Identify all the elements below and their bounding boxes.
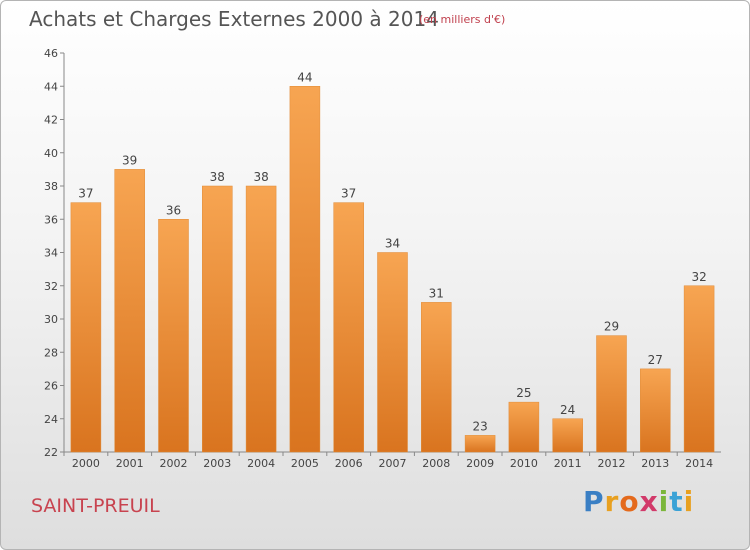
bar — [508, 401, 540, 453]
bar — [202, 185, 233, 453]
proxiti-logo[interactable]: Proxiti — [583, 485, 694, 518]
bar — [289, 86, 321, 453]
bar-value-label: 34 — [385, 237, 400, 251]
y-tick-label: 30 — [44, 313, 58, 326]
x-tick-label: 2013 — [641, 457, 669, 470]
bar — [70, 202, 102, 453]
x-tick-label: 2010 — [510, 457, 538, 470]
y-tick-label: 44 — [44, 80, 58, 93]
logo-letter: i — [658, 485, 670, 518]
bar-value-label: 38 — [253, 170, 268, 184]
chart-title: Achats et Charges Externes 2000 à 2014 — [29, 7, 439, 31]
bar-value-label: 36 — [166, 203, 181, 217]
x-tick-label: 2003 — [203, 457, 231, 470]
bar-value-label: 37 — [78, 187, 93, 201]
bar-value-label: 29 — [604, 320, 619, 334]
x-tick-label: 2009 — [466, 457, 494, 470]
y-tick-label: 34 — [44, 247, 58, 260]
bar — [158, 219, 189, 453]
y-tick-label: 22 — [44, 446, 58, 459]
x-tick-label: 2012 — [598, 457, 626, 470]
bar-value-label: 31 — [429, 286, 444, 300]
x-tick-label: 2014 — [685, 457, 713, 470]
bar — [683, 285, 715, 453]
bar — [552, 418, 583, 453]
x-tick-label: 2007 — [379, 457, 407, 470]
y-tick-label: 32 — [44, 280, 58, 293]
logo-letter: r — [604, 485, 620, 518]
y-tick-label: 28 — [44, 346, 58, 359]
logo-letter: P — [583, 485, 605, 518]
x-tick-label: 2006 — [335, 457, 363, 470]
x-tick-label: 2000 — [72, 457, 100, 470]
y-tick-label: 42 — [44, 114, 58, 127]
commune-name: SAINT-PREUIL — [31, 495, 160, 517]
logo-letter: o — [619, 485, 640, 518]
logo-letter: i — [683, 485, 695, 518]
bar — [596, 335, 627, 453]
x-tick-label: 2004 — [247, 457, 275, 470]
bar — [114, 169, 145, 453]
bar-value-label: 24 — [560, 403, 575, 417]
logo-letter: t — [669, 485, 684, 518]
bar — [640, 368, 671, 453]
y-tick-label: 46 — [44, 47, 58, 60]
bar-value-label: 23 — [472, 419, 487, 433]
bar-value-label: 38 — [210, 170, 225, 184]
bar — [333, 202, 364, 453]
bar-value-label: 27 — [648, 353, 663, 367]
y-tick-label: 36 — [44, 213, 58, 226]
x-tick-label: 2001 — [116, 457, 144, 470]
y-tick-label: 38 — [44, 180, 58, 193]
bar-value-label: 37 — [341, 187, 356, 201]
chart-subtitle: (en milliers d'€) — [419, 13, 506, 26]
bar-value-label: 39 — [122, 153, 137, 167]
bar-value-label: 25 — [516, 386, 531, 400]
bar — [245, 185, 277, 453]
x-tick-label: 2005 — [291, 457, 319, 470]
logo-letter: x — [639, 485, 659, 518]
x-tick-label: 2002 — [160, 457, 188, 470]
x-tick-label: 2011 — [554, 457, 582, 470]
y-tick-label: 26 — [44, 380, 58, 393]
bar — [377, 252, 408, 453]
x-tick-label: 2008 — [422, 457, 450, 470]
y-tick-label: 40 — [44, 147, 58, 160]
bar — [464, 435, 496, 453]
y-tick-label: 24 — [44, 413, 58, 426]
bar — [421, 302, 452, 453]
bar-value-label: 32 — [691, 270, 706, 284]
bar-value-label: 44 — [297, 70, 312, 84]
